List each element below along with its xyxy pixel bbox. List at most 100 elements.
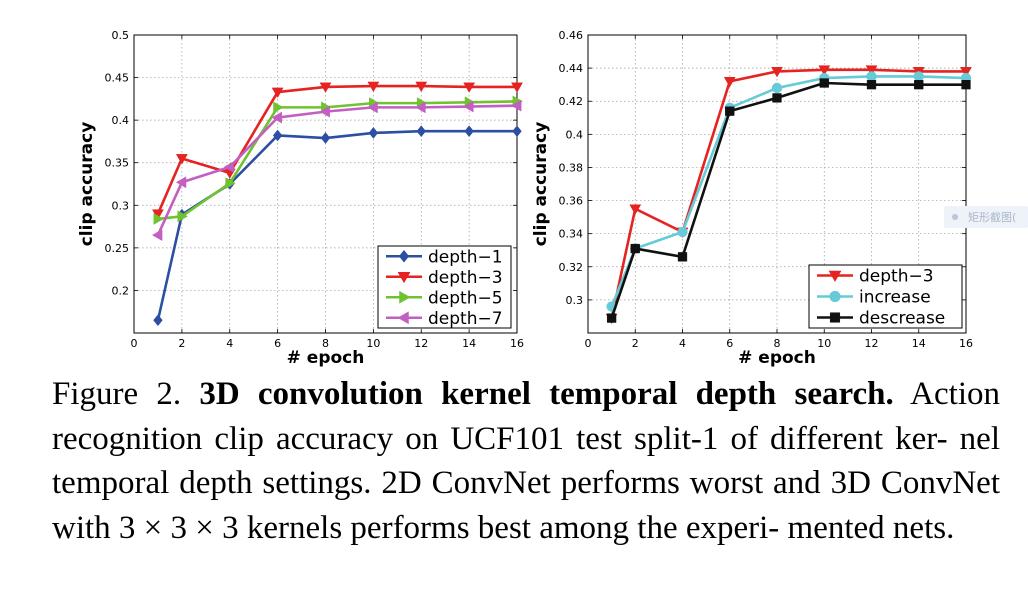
x-tick-label: 0 [585, 337, 592, 350]
data-point [677, 252, 688, 262]
data-point [606, 313, 617, 323]
y-tick-label: 0.36 [559, 195, 584, 208]
x-tick-label: 12 [865, 337, 879, 350]
y-tick-label: 0.3 [112, 199, 130, 212]
data-point [463, 100, 474, 113]
data-point [151, 229, 163, 242]
charts-area: 0 2 4 6 8 10 12 14 16 0.2 0.25 0.3 0.35 0.4 0.45 0.5 # e… [77, 29, 973, 368]
legend-label: depth−1 [428, 247, 503, 267]
x-tick-label: 2 [178, 337, 185, 350]
legend-box [377, 245, 512, 329]
x-tick-label: 6 [726, 337, 733, 350]
data-point [271, 111, 282, 124]
data-point [177, 210, 188, 223]
legend-marker [399, 290, 411, 304]
data-point [819, 78, 829, 88]
data-point [415, 81, 428, 93]
data-point [320, 132, 331, 144]
x-tick-label: 16 [510, 337, 524, 350]
caption-title: 3D convolution kernel temporal depth sea… [199, 376, 894, 412]
y-tick-label: 0.38 [559, 161, 584, 174]
x-axis-label: # epoch [738, 348, 816, 368]
x-tick-label: 10 [366, 337, 380, 350]
legend-marker [398, 249, 410, 263]
legend-label: depth−5 [428, 288, 503, 308]
x-tick-label: 4 [226, 337, 233, 350]
x-tick-label: 4 [679, 337, 686, 350]
data-point [175, 176, 187, 189]
data-point [153, 314, 163, 327]
legend-marker [829, 312, 841, 323]
data-point [272, 129, 283, 142]
data-point [512, 125, 522, 138]
legend-label: depth−7 [428, 309, 503, 329]
data-point [510, 99, 522, 112]
series-4 [151, 99, 522, 242]
legend-marker [829, 290, 841, 303]
y-tick-label: 0.2 [112, 284, 130, 297]
data-point [723, 76, 736, 88]
data-point [153, 212, 164, 225]
data-point [772, 93, 782, 103]
data-point [866, 80, 877, 90]
legend-marker [397, 311, 409, 325]
legend-marker [397, 272, 411, 284]
y-tick-label: 0.32 [559, 261, 584, 274]
data-point [367, 81, 380, 93]
data-point [367, 101, 378, 114]
x-tick-label: 6 [274, 337, 281, 350]
y-tick-label: 0.5 [112, 29, 130, 42]
data-point [914, 80, 924, 90]
data-point [223, 161, 235, 173]
x-tick-label: 2 [632, 337, 639, 350]
y-tick-label: 0.25 [105, 242, 130, 255]
x-axis-label: # epoch [287, 348, 365, 368]
y-tick-label: 0.34 [559, 228, 584, 241]
legend-label: depth−3 [428, 268, 503, 288]
data-point [463, 82, 476, 93]
y-tick-label: 0.46 [559, 29, 584, 42]
x-tick-label: 16 [959, 337, 973, 350]
y-tick-label: 0.4 [112, 114, 130, 127]
y-tick-label: 0.45 [105, 72, 130, 85]
data-point [677, 226, 688, 238]
legend-marker [828, 270, 842, 283]
x-tick-label: 12 [414, 337, 428, 350]
data-point [464, 125, 474, 138]
badge-text: 矩形截图( [968, 211, 1017, 224]
y-tick-label: 0.4 [566, 128, 584, 141]
data-point [629, 204, 642, 215]
x-tick-label: 10 [817, 337, 831, 350]
data-point [771, 67, 783, 78]
series-line [156, 104, 518, 236]
x-tick-label: 14 [462, 337, 476, 350]
data-point [175, 154, 188, 165]
x-tick-label: 8 [322, 337, 329, 350]
x-tick-label: 8 [774, 337, 781, 350]
screenshot-tool-badge: 矩形截图( [944, 206, 1028, 228]
y-axis-label: clip accuracy [77, 122, 97, 247]
data-point [273, 101, 284, 114]
data-point [865, 65, 878, 76]
caption-label: Figure 2. [52, 376, 182, 412]
legend-label: depth−3 [859, 267, 934, 287]
legend-label: descrease [859, 309, 945, 329]
data-point [368, 127, 379, 139]
data-point [225, 177, 236, 190]
y-tick-label: 0.3 [566, 294, 584, 307]
data-point [415, 101, 426, 114]
data-point [511, 82, 523, 93]
data-point [416, 125, 426, 138]
y-tick-label: 0.35 [105, 157, 130, 170]
y-axis-label: clip accuracy [531, 122, 551, 247]
legend-label: increase [859, 288, 931, 308]
data-point [271, 87, 284, 99]
caption-body: Action recognition clip accuracy on UCF1… [52, 376, 1000, 546]
y-tick-label: 0.44 [559, 62, 584, 75]
x-tick-label: 14 [912, 337, 926, 350]
data-point [319, 105, 330, 118]
chart-2: 0 2 4 6 8 10 12 14 16 0.3 0.32 0.34 0.36 0.38 0.4 0.42 0… [531, 29, 973, 368]
